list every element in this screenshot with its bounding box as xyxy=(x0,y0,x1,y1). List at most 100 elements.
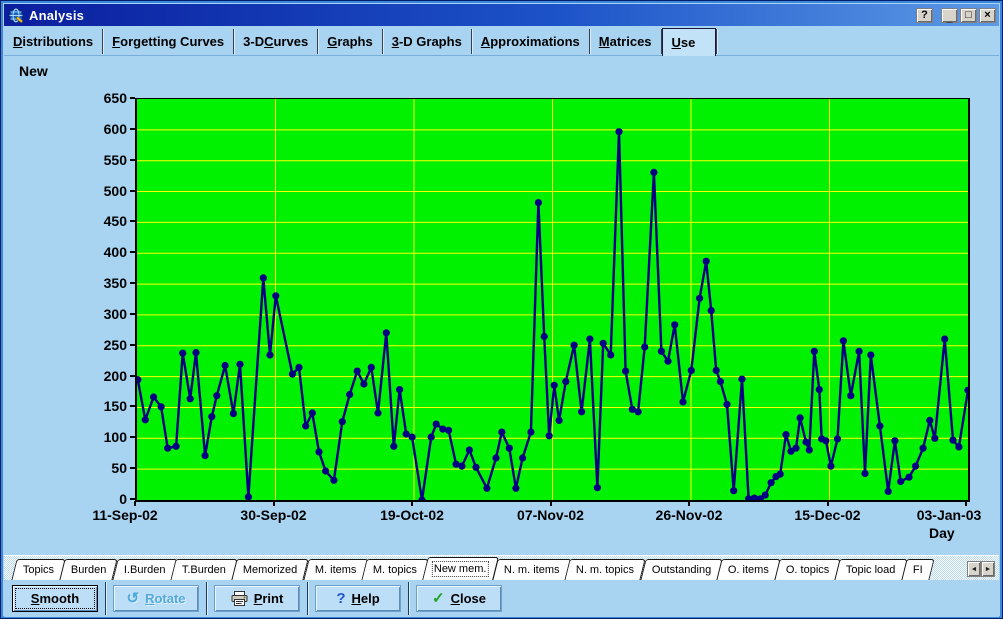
data-point xyxy=(472,463,480,471)
tab-scroll-spinner: ◄ ► xyxy=(967,561,995,577)
graph-tab-o-topics[interactable]: O. topics xyxy=(774,559,841,580)
maximize-button[interactable]: □ xyxy=(960,7,977,23)
data-point xyxy=(432,420,440,428)
graph-tab-topics[interactable]: Topics xyxy=(11,559,66,580)
data-point xyxy=(861,469,869,478)
data-point xyxy=(315,448,323,456)
y-tick xyxy=(130,189,135,192)
data-point xyxy=(452,460,460,468)
data-point xyxy=(926,416,934,424)
data-point xyxy=(259,274,267,282)
data-point xyxy=(615,128,623,136)
data-point xyxy=(839,337,848,345)
y-tick xyxy=(130,220,135,223)
tab-divider xyxy=(233,29,235,54)
data-point xyxy=(221,361,229,370)
x-tick xyxy=(549,501,552,506)
graph-tab-burden[interactable]: Burden xyxy=(59,559,119,580)
data-point xyxy=(308,409,316,417)
y-tick-label: 50 xyxy=(111,460,127,477)
button-separator xyxy=(307,582,308,615)
close-button[interactable]: ✓ Close xyxy=(416,585,502,612)
data-point xyxy=(272,292,280,300)
graph-tab-t-burden[interactable]: T.Burden xyxy=(170,559,238,580)
data-point xyxy=(418,496,426,500)
tab-divider xyxy=(660,29,662,54)
data-point xyxy=(622,367,630,375)
data-point xyxy=(295,363,303,371)
graph-tab-topic-load[interactable]: Topic load xyxy=(834,559,908,580)
data-point xyxy=(964,386,968,394)
data-point xyxy=(150,393,158,401)
data-point xyxy=(607,351,615,359)
data-point xyxy=(322,467,330,475)
help-button[interactable]: ? Help xyxy=(315,585,401,612)
data-point xyxy=(657,347,666,355)
data-point xyxy=(505,444,513,452)
chart-title: New xyxy=(19,63,48,79)
data-point xyxy=(213,392,221,400)
data-point xyxy=(833,435,842,443)
data-point xyxy=(761,491,769,499)
data-point xyxy=(402,430,410,438)
data-point xyxy=(164,444,172,452)
tab-scroll-left-button[interactable]: ◄ xyxy=(967,561,981,577)
y-tick-label: 450 xyxy=(103,213,127,230)
tab-3-d-graphs[interactable]: 3 -D Graphs xyxy=(391,34,462,49)
title-bar[interactable]: Analysis ? _ □ × xyxy=(4,4,999,26)
chart-plot-area[interactable] xyxy=(135,98,970,502)
data-point xyxy=(555,416,563,424)
data-point xyxy=(847,392,855,400)
data-point xyxy=(137,376,142,384)
y-tick xyxy=(130,312,135,315)
graph-tab-n-m-items[interactable]: N. m. items xyxy=(492,559,572,580)
button-label: Rotate xyxy=(145,591,186,606)
tab-scroll-right-button[interactable]: ► xyxy=(981,561,995,577)
graph-tab-memorized[interactable]: Memorized xyxy=(231,559,310,580)
y-tick xyxy=(130,374,135,377)
help-caption-button[interactable]: ? xyxy=(916,7,933,23)
x-tick xyxy=(965,501,967,506)
x-tick-label: 30-Sep-02 xyxy=(240,507,307,523)
data-point xyxy=(550,381,558,389)
smooth-button[interactable]: Smooth xyxy=(12,585,98,612)
window-title: Analysis xyxy=(29,7,85,23)
graph-tab-fi[interactable]: FI xyxy=(901,559,935,580)
y-tick xyxy=(130,251,135,254)
data-point xyxy=(179,349,187,357)
data-point xyxy=(208,413,216,421)
graph-tab-new-mem[interactable]: New mem. xyxy=(422,557,499,580)
graph-tab-m-topics[interactable]: M. topics xyxy=(361,559,429,580)
data-point xyxy=(527,428,535,436)
button-separator xyxy=(105,582,106,615)
y-tick-label: 250 xyxy=(103,336,127,353)
print-button[interactable]: Print xyxy=(214,585,300,612)
data-point xyxy=(941,335,949,343)
close-button[interactable]: × xyxy=(979,7,996,23)
data-point xyxy=(792,444,800,452)
graph-tab-outstanding[interactable]: Outstanding xyxy=(639,559,723,580)
y-tick xyxy=(130,282,135,285)
graph-tab-label: Topics xyxy=(22,564,55,576)
data-point xyxy=(696,294,704,302)
graph-tab-i-burden[interactable]: I.Burden xyxy=(112,559,177,580)
data-point xyxy=(767,479,775,487)
minimize-button[interactable]: _ xyxy=(941,7,958,23)
data-point xyxy=(492,454,500,462)
graph-tab-o-items[interactable]: O. items xyxy=(716,559,781,580)
data-point xyxy=(483,484,491,492)
graph-tab-n-m-topics[interactable]: N. m. topics xyxy=(564,559,647,580)
graph-tab-label: I.Burden xyxy=(123,564,166,576)
question-icon: ? xyxy=(336,590,346,607)
rotate-button[interactable]: ↺ Rotate xyxy=(113,585,199,612)
graph-tab-m-items[interactable]: M. items xyxy=(303,559,368,580)
printer-icon xyxy=(231,591,248,606)
